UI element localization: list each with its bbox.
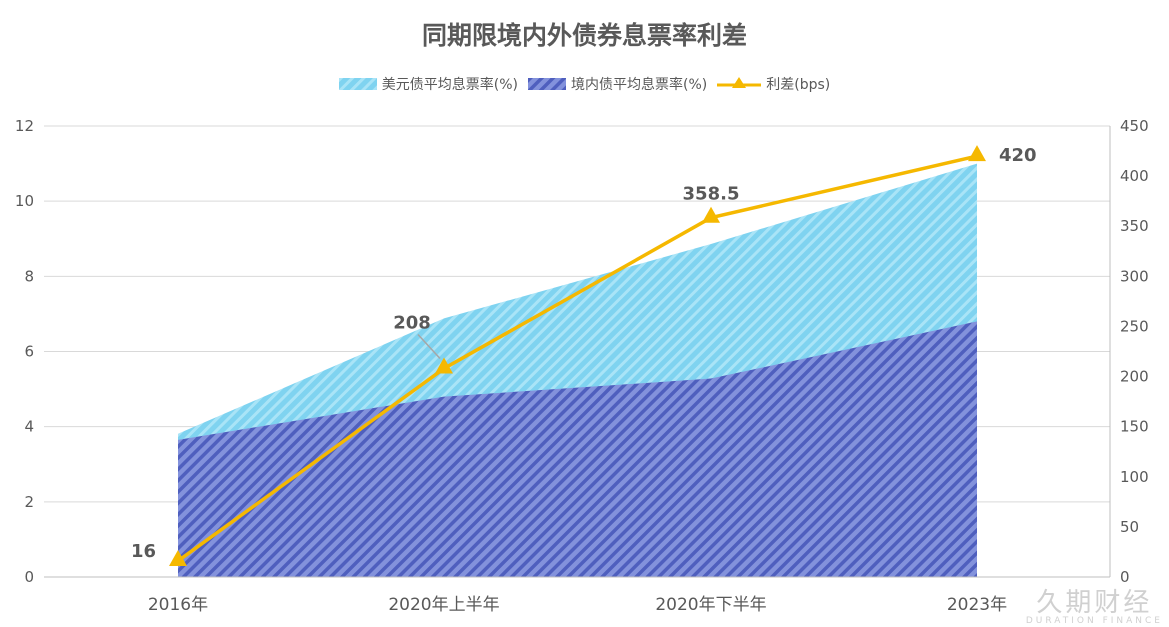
spread-line (176, 154, 978, 563)
legend-item-spread: 利差(bps) (717, 74, 830, 94)
y-right-tick-label: 450 (1120, 117, 1149, 135)
legend-label-spread: 利差(bps) (766, 77, 831, 93)
y-right-tick-label: 350 (1120, 217, 1149, 235)
y-right-tick-label: 0 (1120, 568, 1130, 586)
legend: 美元债平均息票率(%) 境内债平均息票率(%) 利差(bps) (0, 74, 1169, 94)
legend-item-domestic: 境内债平均息票率(%) (528, 74, 707, 94)
legend-swatch-spread (717, 77, 762, 88)
legend-item-usd: 美元债平均息票率(%) (338, 74, 518, 94)
area-domestic-coupon (178, 321, 977, 577)
legend-label-usd: 美元债平均息票率(%) (381, 77, 518, 93)
spread-data-label: 16 (131, 541, 156, 562)
spread-marker (968, 145, 986, 162)
y-left-tick-label: 2 (24, 493, 34, 511)
spread-data-label: 358.5 (683, 184, 740, 205)
y-right-tick-label: 400 (1120, 167, 1149, 185)
spread-data-label: 208 (393, 313, 431, 334)
watermark-logo: 久期财经 DURATION FINANCE (1026, 590, 1163, 626)
legend-label-domestic: 境内债平均息票率(%) (571, 77, 708, 93)
x-tick-label: 2023年 (947, 595, 1007, 615)
watermark-en: DURATION FINANCE (1025, 616, 1163, 626)
y-right-tick-label: 300 (1120, 267, 1149, 285)
spread-marker (169, 549, 187, 566)
y-left-tick-label: 10 (15, 192, 34, 210)
x-tick-label: 2016年 (148, 595, 208, 615)
spread-data-label: 420 (999, 145, 1037, 166)
y-left-tick-label: 12 (15, 117, 34, 135)
spread-marker (435, 357, 453, 374)
x-tick-label: 2020年上半年 (388, 595, 499, 615)
y-right-tick-label: 50 (1120, 518, 1139, 536)
y-right-tick-label: 200 (1120, 368, 1149, 386)
legend-swatch-usd (338, 78, 377, 90)
legend-swatch-domestic (528, 78, 566, 90)
chart-title: 同期限境内外债券息票率利差 (421, 21, 747, 50)
y-left-tick-label: 0 (24, 568, 34, 586)
x-tick-label: 2020年下半年 (655, 595, 766, 615)
y-left-tick-label: 4 (24, 418, 34, 436)
y-left-tick-label: 8 (24, 267, 34, 285)
spread-marker (702, 206, 720, 223)
y-right-tick-label: 150 (1120, 418, 1149, 436)
watermark-cn: 久期财经 (1036, 588, 1153, 618)
y-right-tick-label: 100 (1120, 468, 1149, 486)
y-right-tick-label: 250 (1120, 317, 1149, 335)
y-left-tick-label: 6 (24, 343, 34, 361)
data-label-leader (417, 334, 441, 360)
